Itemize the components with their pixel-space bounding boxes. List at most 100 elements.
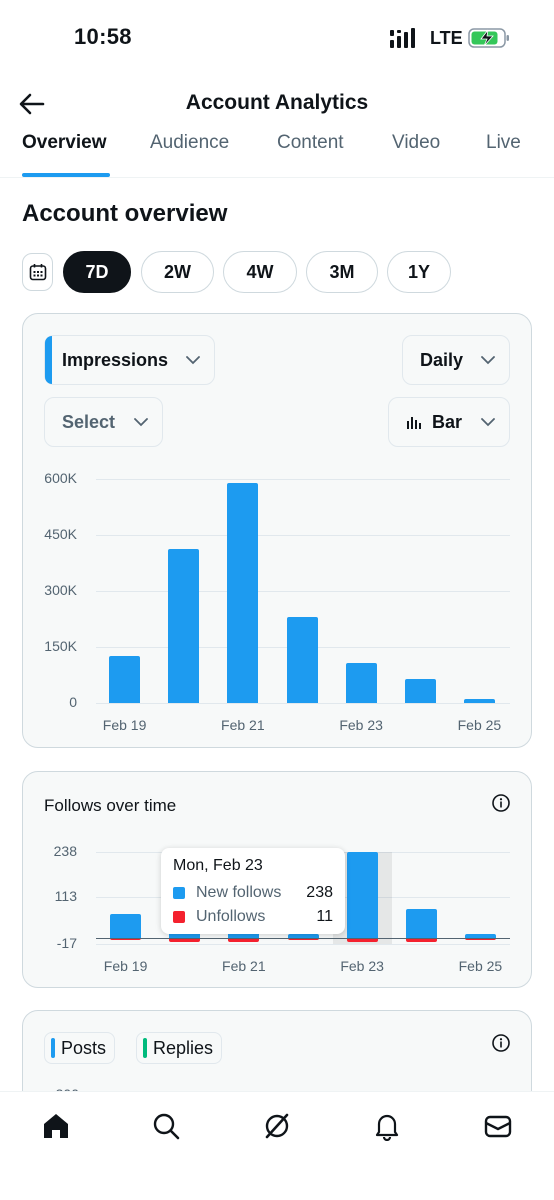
posts-color-indicator (51, 1038, 55, 1058)
unfollows-bar (228, 937, 260, 942)
x-tick-label: Feb 25 (458, 958, 503, 974)
chevron-down-icon (186, 355, 200, 364)
info-icon[interactable] (491, 1033, 511, 1053)
tooltip-date: Mon, Feb 23 (173, 857, 263, 874)
legend-chip-posts[interactable]: Posts (44, 1032, 116, 1064)
interval-dropdown-label: Daily (420, 349, 464, 370)
compare-dropdown-label: Select (62, 411, 116, 432)
range-7d-button[interactable]: 7D (63, 251, 131, 293)
range-2w-button[interactable]: 2W (141, 251, 214, 293)
follows-card: Follows over time 238 113 -17 Feb 19 Feb 21 F… (22, 771, 532, 988)
chart-type-dropdown[interactable]: Bar (388, 397, 510, 447)
impressions-bar (109, 655, 141, 703)
tab-audience[interactable]: Audience (150, 132, 230, 153)
impressions-card: Impressions Daily Select Bar 600K 450K 300… (22, 313, 532, 748)
impressions-bar (168, 548, 200, 703)
grid-line (96, 944, 510, 945)
grid-line (96, 535, 510, 536)
calendar-button[interactable] (22, 253, 53, 291)
mail-icon (484, 1115, 512, 1138)
tooltip-new-follows-label: New follows (196, 884, 282, 901)
nav-notifications[interactable] (369, 1108, 405, 1144)
chevron-down-icon (134, 417, 148, 426)
section-title: Account overview (22, 200, 228, 227)
calendar-icon (29, 264, 46, 281)
x-tick-label: Feb 25 (457, 717, 502, 733)
arrow-left-icon (19, 93, 45, 115)
tooltip-unfollows-value: 11 (316, 908, 333, 925)
tab-video[interactable]: Video (392, 132, 441, 153)
y-tick-label: 113 (54, 888, 77, 905)
new-follows-bar (346, 852, 378, 938)
home-icon (44, 1114, 68, 1138)
compare-dropdown[interactable]: Select (44, 397, 163, 447)
chevron-down-icon (481, 417, 495, 426)
metric-dropdown[interactable]: Impressions (44, 335, 215, 385)
bar-chart-icon (407, 417, 421, 429)
nav-search[interactable] (148, 1108, 184, 1144)
back-button[interactable] (16, 88, 48, 120)
status-time: 10:58 (74, 24, 132, 49)
network-type: LTE (430, 28, 463, 48)
range-3m-button[interactable]: 3M (306, 251, 378, 293)
active-tab-indicator (22, 173, 110, 177)
info-icon[interactable] (491, 793, 511, 813)
tooltip-row-unfollows: Unfollows 11 (173, 908, 333, 926)
x-tick-label: Feb 23 (339, 717, 383, 733)
unfollows-bar (464, 937, 496, 940)
new-follows-bar (110, 913, 142, 938)
x-tick-label: Feb 21 (221, 717, 265, 733)
tab-content[interactable]: Content (277, 132, 344, 153)
tab-live[interactable]: Live (486, 132, 521, 153)
y-tick-label: 300K (44, 582, 77, 598)
search-icon (153, 1113, 180, 1140)
unfollows-bar (169, 937, 201, 942)
grid-line (96, 479, 510, 480)
y-tick-label: 0 (69, 694, 77, 710)
grid-line (96, 703, 510, 704)
x-tick-label: Feb 19 (102, 717, 147, 733)
legend-chip-replies[interactable]: Replies (136, 1032, 223, 1064)
interval-dropdown[interactable]: Daily (402, 335, 510, 385)
chevron-down-icon (481, 355, 495, 364)
battery-charging-icon (468, 28, 509, 48)
y-tick-label: 450K (44, 526, 77, 542)
x-tick-label: Feb 19 (103, 958, 148, 974)
new-follows-bar (405, 909, 437, 938)
status-bar: 10:58 LTE (0, 0, 554, 76)
unfollows-bar (287, 937, 319, 941)
nav-grok[interactable] (259, 1108, 295, 1144)
grok-icon (265, 1113, 289, 1139)
x-tick-label: Feb 21 (222, 958, 266, 974)
y-tick-label: 600K (44, 470, 77, 486)
grid-line (96, 591, 510, 592)
nav-home[interactable] (38, 1108, 74, 1144)
zero-axis-line (96, 937, 510, 939)
legend-posts-label: Posts (61, 1037, 107, 1058)
page-title: Account Analytics (185, 91, 369, 114)
tab-bar: Overview Audience Content Video Live (0, 126, 554, 178)
impressions-bar (227, 482, 259, 703)
new-follows-bar (169, 930, 201, 938)
tooltip-new-follows-value: 238 (306, 884, 333, 901)
chart-type-dropdown-label: Bar (432, 411, 463, 432)
nav-messages[interactable] (480, 1108, 516, 1144)
metric-dropdown-label: Impressions (62, 349, 169, 370)
tooltip-unfollows-label: Unfollows (196, 908, 266, 925)
unfollows-swatch (173, 911, 185, 923)
unfollows-bar (405, 937, 437, 942)
legend-replies-label: Replies (153, 1037, 214, 1058)
impressions-bar (404, 679, 436, 703)
y-tick-label: -17 (56, 935, 77, 951)
tab-overview[interactable]: Overview (22, 132, 107, 153)
y-tick-label: 238 (53, 843, 77, 859)
impressions-bar (463, 699, 495, 703)
metric-color-indicator (45, 336, 52, 384)
range-4w-button[interactable]: 4W (223, 251, 297, 293)
new-follows-bar (228, 930, 260, 938)
impressions-bar (345, 663, 377, 703)
unfollows-bar (110, 937, 142, 940)
bell-icon (375, 1114, 399, 1141)
tooltip-row-new-follows: New follows 238 (173, 884, 333, 902)
range-1y-button[interactable]: 1Y (387, 251, 451, 293)
